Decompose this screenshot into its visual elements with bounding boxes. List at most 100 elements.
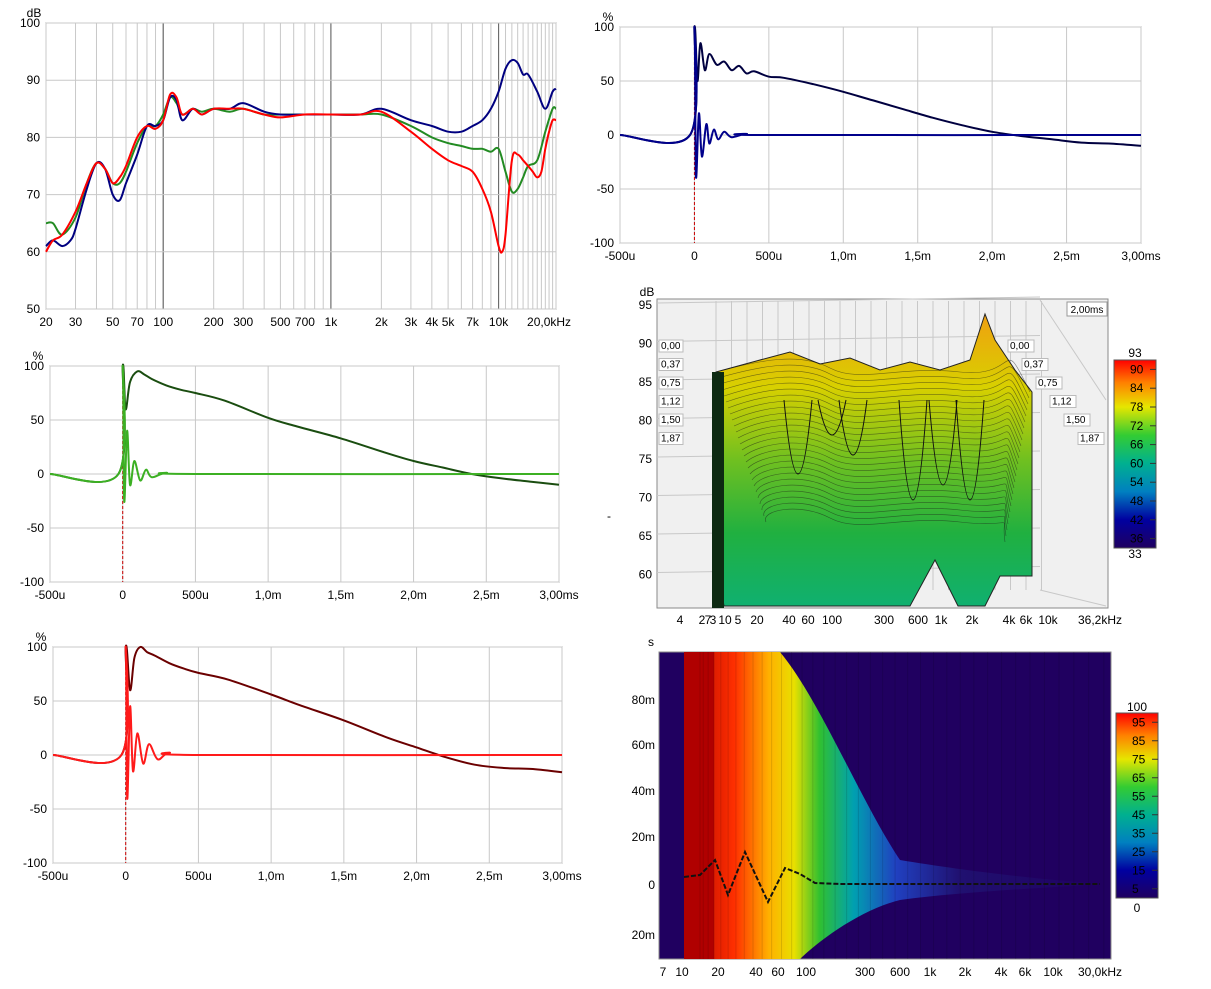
y-tick-label: 0: [37, 467, 44, 481]
time-slice-box: [1063, 413, 1091, 427]
x-tick-label: 40: [749, 965, 763, 979]
y-tick-label: -50: [27, 521, 45, 535]
x-tick-label: 1k: [935, 613, 949, 627]
waterfall-slice: [755, 478, 1011, 513]
colorbar-max-label: 100: [1127, 700, 1147, 714]
x-tick-label: 2,0m: [979, 249, 1006, 263]
colorbar-label: 48: [1130, 494, 1144, 508]
series-line-2: [619, 25, 1142, 179]
x-tick-label: 4k: [995, 965, 1009, 979]
y-tick-label: 60: [639, 568, 653, 582]
impulse-response-green-chart: % -500u 0 500u 1,0m 1,5m 2,0m 2,5m 3,00ms -100 -50…: [20, 349, 579, 602]
x-tick-label: 10k: [1038, 613, 1058, 627]
x-tick-label: 1,0m: [255, 588, 282, 602]
x-tick-label: 1,0m: [830, 249, 857, 263]
x-tick-label: 7: [705, 613, 712, 627]
waterfall-slice: [717, 364, 1030, 399]
colorbar-label: 75: [1132, 752, 1146, 766]
waterfall-slice: [763, 502, 1007, 537]
x-tick-label: 1k: [325, 315, 339, 329]
time-slice-label: 1,50: [661, 415, 681, 426]
y-tick-label: 100: [20, 16, 40, 30]
waterfall-chart: dB9590858075706560-2,00ms0,000,370,751,1…: [607, 285, 1157, 627]
waterfall-notch: [955, 399, 985, 501]
x-tick-label: 2,5m: [1053, 249, 1080, 263]
x-tick-label: -500u: [38, 869, 69, 883]
x-tick-label: 20: [39, 315, 53, 329]
colorbar-label: 35: [1132, 826, 1146, 840]
arrival-curve: [683, 849, 1100, 905]
time-slice-label: 1,12: [661, 397, 681, 408]
y-tick-label: 85: [639, 375, 653, 389]
waterfall-slice: [751, 466, 1013, 501]
x-tick-label: 6k: [1019, 965, 1033, 979]
time-slice-label: 0,00: [1010, 341, 1030, 352]
x-tick-label: 100: [822, 613, 842, 627]
x-tick-label: 2: [699, 613, 706, 627]
grid-line: [656, 296, 1041, 304]
waterfall-slice: [749, 460, 1014, 495]
waterfall-slice: [741, 436, 1018, 471]
spectrogram-energy: [684, 652, 1108, 959]
x-tick-label: 60: [801, 613, 815, 627]
series-line-3: [45, 91, 557, 254]
x-tick-label: 6k: [1020, 613, 1034, 627]
y-tick-label: 75: [639, 452, 653, 466]
y-tick-label: 50: [27, 302, 41, 316]
waterfall-notch: [898, 399, 928, 501]
x-tick-label: 0: [119, 588, 126, 602]
colorbar-label: 15: [1132, 863, 1146, 877]
y-axis-label: %: [33, 349, 44, 363]
colorbar-label: 36: [1130, 532, 1144, 546]
colorbar-label: 65: [1132, 771, 1146, 785]
colorbar-label: 5: [1132, 882, 1139, 896]
grid-line: [656, 335, 1041, 342]
x-tick-label: 1,5m: [328, 588, 355, 602]
y-tick-label: 95: [639, 298, 653, 312]
waterfall-slice: [765, 508, 1006, 543]
colorbar-label: 84: [1130, 381, 1144, 395]
x-tick-label: 300: [874, 613, 894, 627]
y-axis-label: s: [648, 635, 654, 649]
x-tick-label: -500u: [605, 249, 636, 263]
colorbar-label: 95: [1132, 715, 1146, 729]
y-axis-label: dB: [27, 6, 42, 20]
colorbar-label: 42: [1130, 513, 1144, 527]
grid-line: [1039, 589, 1107, 607]
x-tick-label: 20,0kHz: [527, 315, 571, 329]
x-tick-label: 500u: [185, 869, 212, 883]
plot-area: [45, 22, 557, 310]
time-slice-label: 1,87: [1080, 434, 1100, 445]
y-tick-label: 70: [639, 491, 653, 505]
spectrogram-low-band: [684, 652, 714, 959]
time-slice-label: 0,00: [661, 341, 681, 352]
spectrogram-chart: s 80m 60m 40m 20m 0 20m 7 10 20 40 60 100 300 600 1k 2k 4…: [632, 635, 1159, 979]
colorbar-label: 90: [1130, 362, 1144, 376]
y-axis-label: %: [36, 630, 47, 644]
waterfall-slice: [747, 454, 1015, 489]
y-tick-label: -100: [590, 236, 614, 250]
x-tick-label: 300: [855, 965, 875, 979]
y-tick-label: 0: [40, 748, 47, 762]
colorbar-label: 66: [1130, 438, 1144, 452]
impulse-response-blue-chart: % -500u 0 500u 1,0m 1,5m 2,0m 2,5m 3,00ms -100 -50…: [590, 10, 1161, 263]
waterfall-side-face: [712, 372, 724, 608]
waterfall-slice: [737, 424, 1020, 459]
colorbar-label: 25: [1132, 845, 1146, 859]
colorbar: [1115, 712, 1159, 899]
x-tick-label: 100: [153, 315, 173, 329]
time-slice-box: [1007, 339, 1035, 353]
waterfall-notch: [783, 399, 813, 475]
side-dash-label: -: [607, 509, 611, 523]
series-line-2: [52, 645, 563, 800]
y-axis-label: dB: [640, 285, 655, 299]
waterfall-notch: [928, 399, 958, 486]
time-slice-box: [658, 358, 684, 371]
x-tick-label: 1,5m: [904, 249, 931, 263]
waterfall-slice: [727, 394, 1025, 429]
y-tick-label: 80m: [632, 693, 655, 707]
time-slice-box: [658, 376, 684, 390]
y-tick-label: 40m: [632, 784, 655, 798]
x-tick-label: 500: [270, 315, 290, 329]
